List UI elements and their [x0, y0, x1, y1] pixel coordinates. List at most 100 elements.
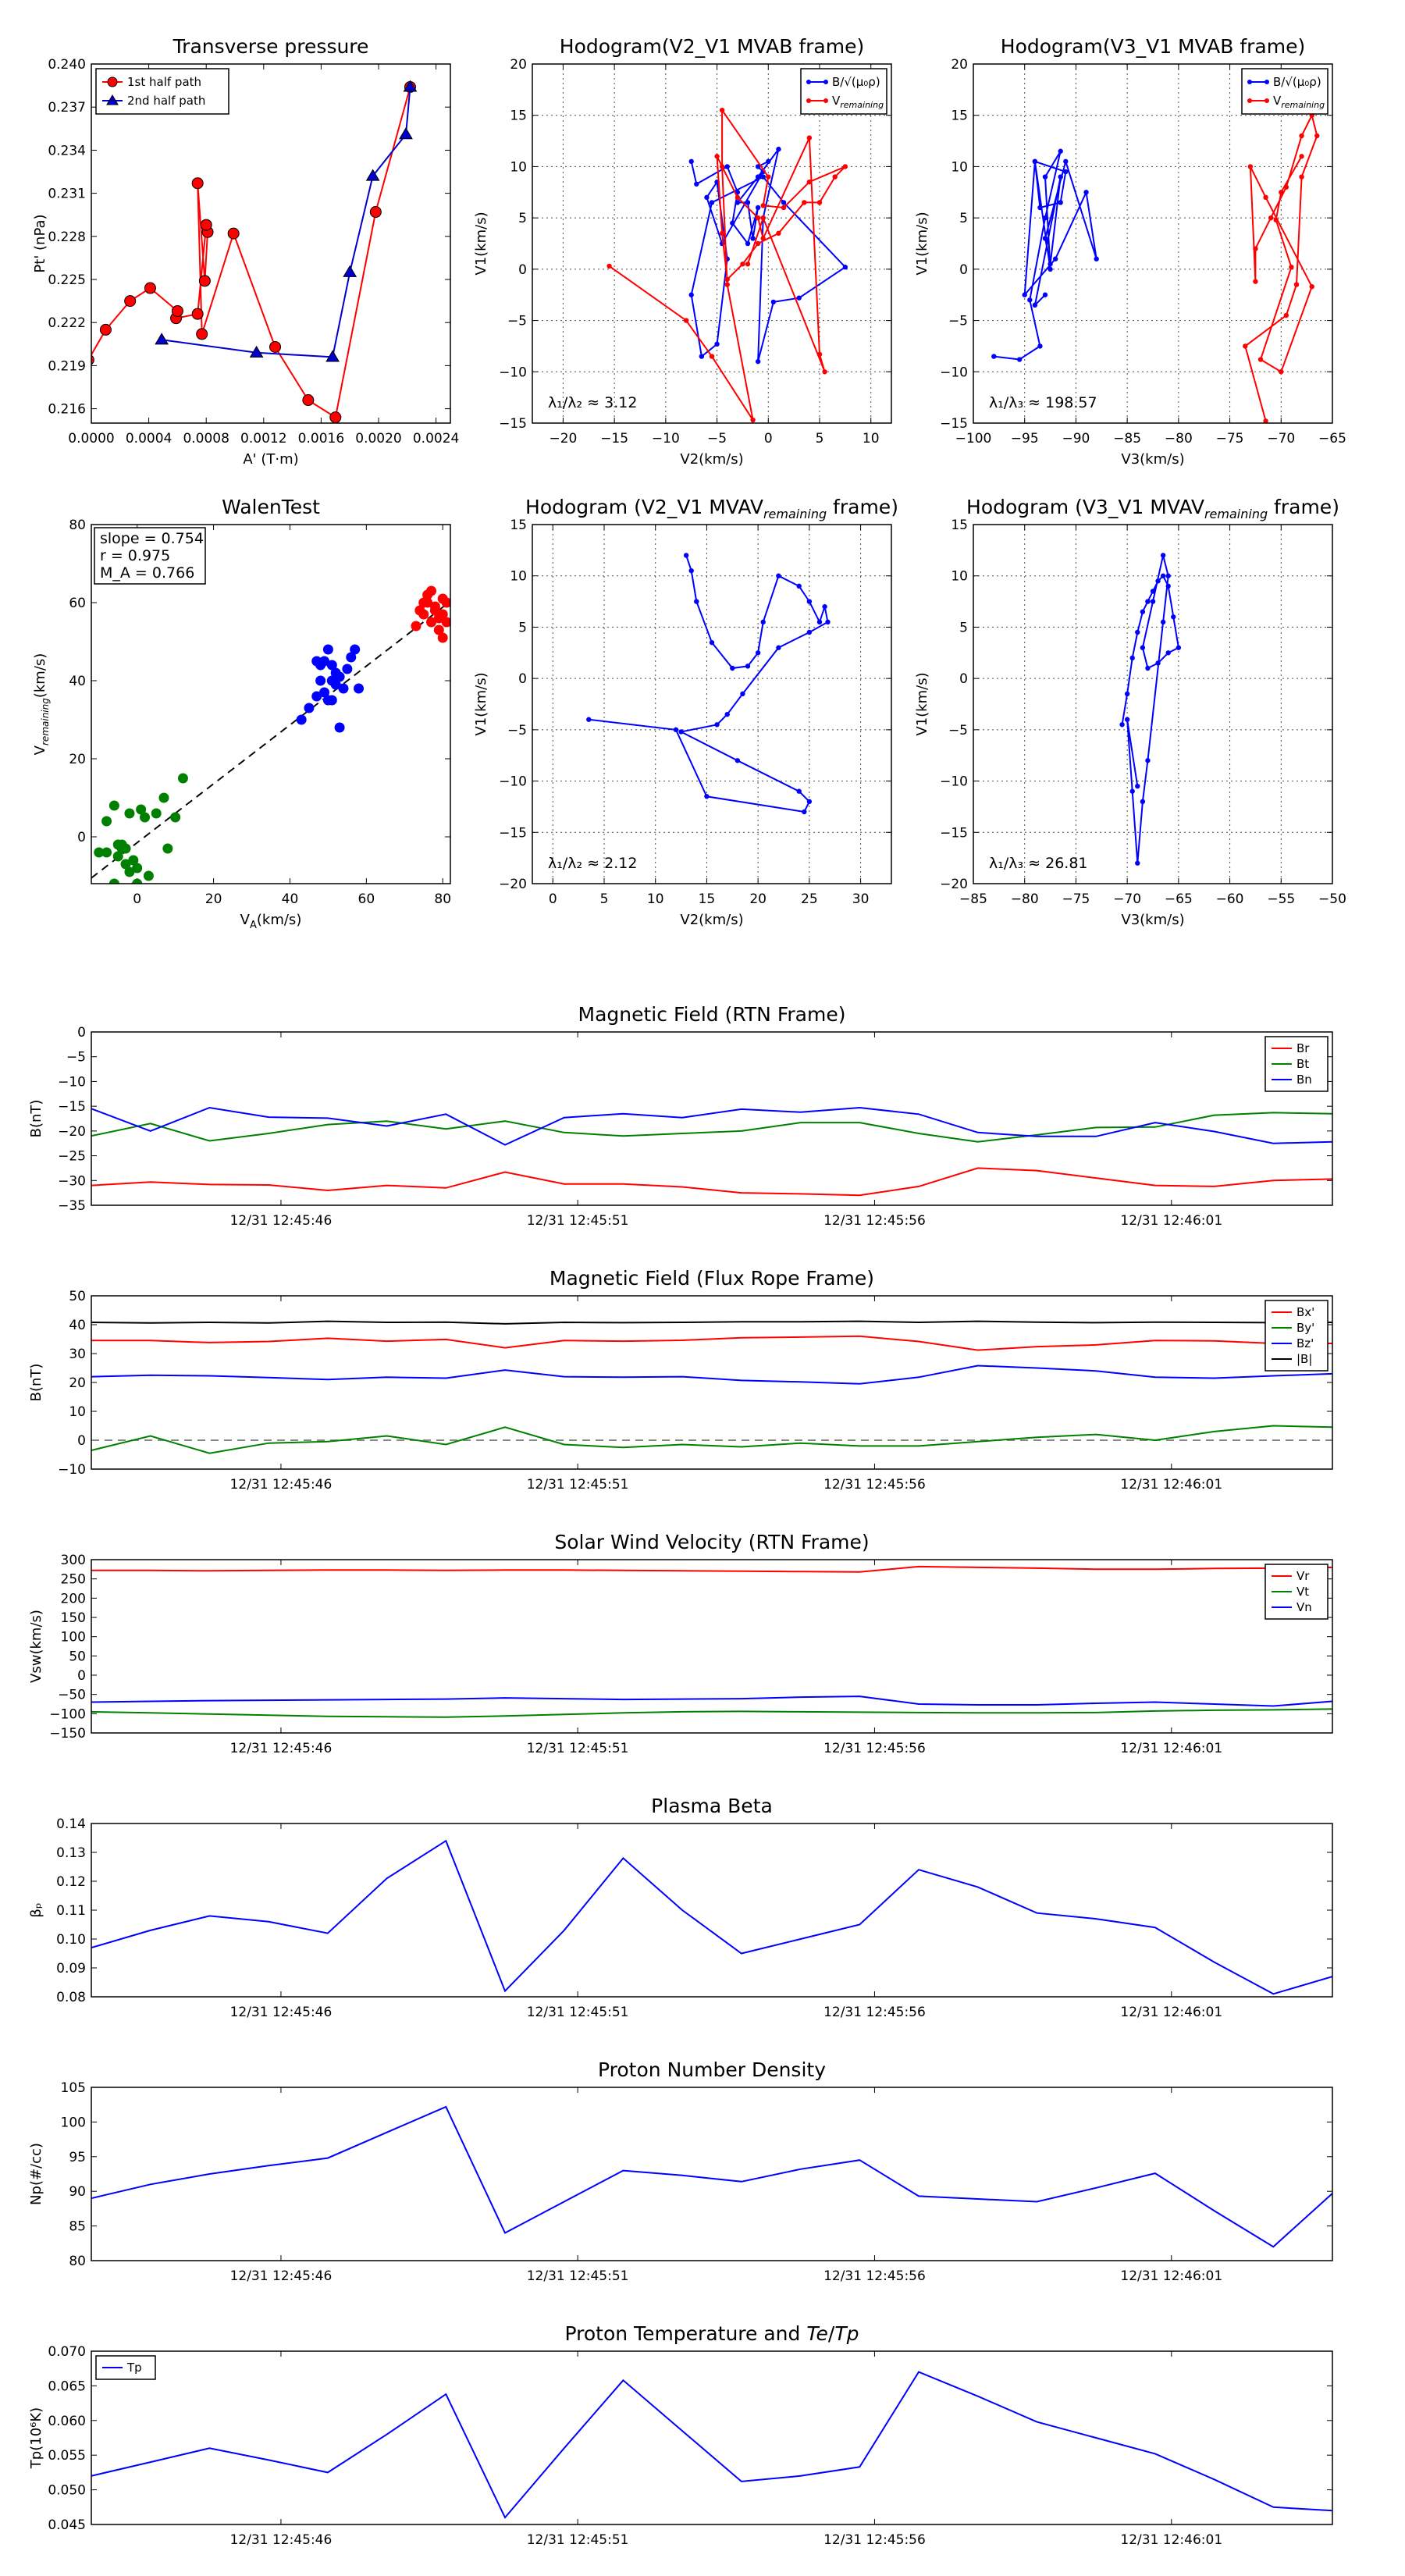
- data-point: [714, 154, 720, 159]
- data-point: [196, 328, 208, 340]
- y-tick-label: 10: [69, 1404, 86, 1420]
- chart-title: Magnetic Field (RTN Frame): [578, 1003, 846, 1026]
- x-tick-label: 40: [282, 891, 299, 907]
- data-point: [750, 236, 756, 241]
- data-point: [806, 179, 813, 185]
- y-tick-label: −20: [499, 877, 527, 892]
- ratio-annotation: λ₁/λ₂ ≈ 3.12: [548, 394, 637, 411]
- data-point: [296, 714, 307, 725]
- y-tick-label: 0.055: [48, 2448, 86, 2464]
- x-tick-label: 12/31 12:45:46: [230, 1477, 333, 1493]
- data-point: [422, 589, 433, 600]
- data-point: [342, 664, 353, 674]
- series-b: [586, 553, 831, 815]
- data-point: [326, 695, 337, 706]
- x-tick-label: 12/31 12:45:46: [230, 1741, 333, 1756]
- series-line: [91, 1565, 1332, 1573]
- data-point: [200, 219, 212, 231]
- data-point: [1022, 292, 1027, 297]
- legend-label: B/√(μ₀ρ): [1273, 75, 1321, 89]
- legend-entry: Vn: [1272, 1600, 1312, 1614]
- plot-frame: [91, 1559, 1333, 1734]
- series-line: [91, 1335, 1332, 1351]
- chart-title: Hodogram (V3_V1 MVAVremaining frame): [966, 496, 1339, 521]
- data-point: [1135, 860, 1140, 866]
- y-tick-label: −10: [499, 365, 527, 380]
- series-line: [91, 1112, 1332, 1143]
- plot-frame: [91, 1031, 1333, 1206]
- legend-marker: [106, 94, 119, 105]
- data-point: [714, 722, 720, 728]
- data-point: [1155, 660, 1161, 666]
- data-point: [437, 609, 448, 620]
- data-point: [755, 205, 761, 211]
- y-tick-label: −10: [58, 1074, 86, 1090]
- data-point: [750, 417, 756, 423]
- data-point: [269, 340, 282, 353]
- y-tick-label: 300: [61, 1553, 86, 1568]
- x-tick-label: 0.0012: [240, 431, 286, 447]
- data-point: [441, 597, 450, 608]
- y-axis-label: V1(km/s): [914, 672, 930, 735]
- data-point: [740, 262, 745, 267]
- x-tick-label: 12/31 12:45:56: [823, 1477, 926, 1493]
- data-point: [304, 703, 315, 713]
- data-point: [842, 265, 848, 270]
- data-point: [350, 644, 361, 655]
- legend-entry: Tp: [102, 2361, 142, 2375]
- y-tick-label: 0: [77, 830, 86, 845]
- y-tick-label: −15: [499, 416, 527, 432]
- y-tick-label: 200: [61, 1591, 86, 1606]
- x-tick-label: 12/31 12:46:01: [1120, 1741, 1222, 1756]
- series-tp: [91, 2371, 1332, 2519]
- data-point: [1083, 190, 1089, 195]
- data-point: [1032, 302, 1038, 308]
- y-axis-label: B(nT): [28, 1364, 44, 1402]
- x-tick-label: −50: [1318, 891, 1346, 907]
- data-point: [1293, 282, 1300, 287]
- data-point: [1124, 691, 1130, 697]
- data-point: [724, 276, 730, 283]
- plot-area: [991, 112, 1320, 423]
- plot-area: [91, 2105, 1332, 2248]
- x-tick-label: 12/31 12:45:46: [230, 2005, 333, 2020]
- x-tick-label: 5: [816, 431, 824, 447]
- y-tick-label: 0.060: [48, 2414, 86, 2429]
- legend-entry: Bz': [1272, 1336, 1314, 1350]
- series-bt: [91, 1112, 1332, 1143]
- gridlines: [532, 524, 891, 884]
- data-point: [94, 847, 105, 858]
- legend-marker: [107, 76, 118, 87]
- y-tick-label: 20: [69, 752, 86, 767]
- series-line: [1244, 112, 1318, 422]
- x-tick-label: −70: [1113, 891, 1141, 907]
- legend-box: [95, 68, 229, 115]
- x-axis-label: V2(km/s): [680, 451, 743, 468]
- y-tick-label: 15: [510, 518, 527, 533]
- data-point: [1165, 583, 1171, 589]
- y-axis-label: Pt' (nPa): [32, 214, 48, 272]
- legend-entry: Vt: [1272, 1585, 1309, 1599]
- data-point: [124, 866, 135, 877]
- data-point: [155, 333, 169, 345]
- x-tick-label: 0.0008: [183, 431, 229, 447]
- y-tick-label: 15: [510, 109, 527, 124]
- x-tick-label: 12/31 12:45:51: [527, 1741, 629, 1756]
- series-vt: [91, 1708, 1332, 1718]
- data-point: [694, 599, 699, 604]
- y-axis-label: V1(km/s): [473, 672, 489, 735]
- x-axis-label: VA(km/s): [240, 912, 302, 931]
- series-line: [91, 2105, 1332, 2248]
- y-tick-label: 0: [518, 262, 527, 278]
- panel-tp: Transverse pressure 0.216 0.219 0.222 0.225 0…: [32, 35, 459, 468]
- y-tick-label: 0.12: [56, 1874, 86, 1890]
- y-tick-label: 0.045: [48, 2517, 86, 2533]
- data-point: [806, 135, 813, 141]
- y-tick-label: 100: [61, 2115, 86, 2130]
- data-point: [1263, 194, 1268, 201]
- data-point: [1176, 645, 1182, 650]
- data-point: [1052, 256, 1058, 262]
- data-point: [1145, 665, 1151, 671]
- plot-frame: [91, 524, 451, 884]
- data-point: [1058, 148, 1063, 154]
